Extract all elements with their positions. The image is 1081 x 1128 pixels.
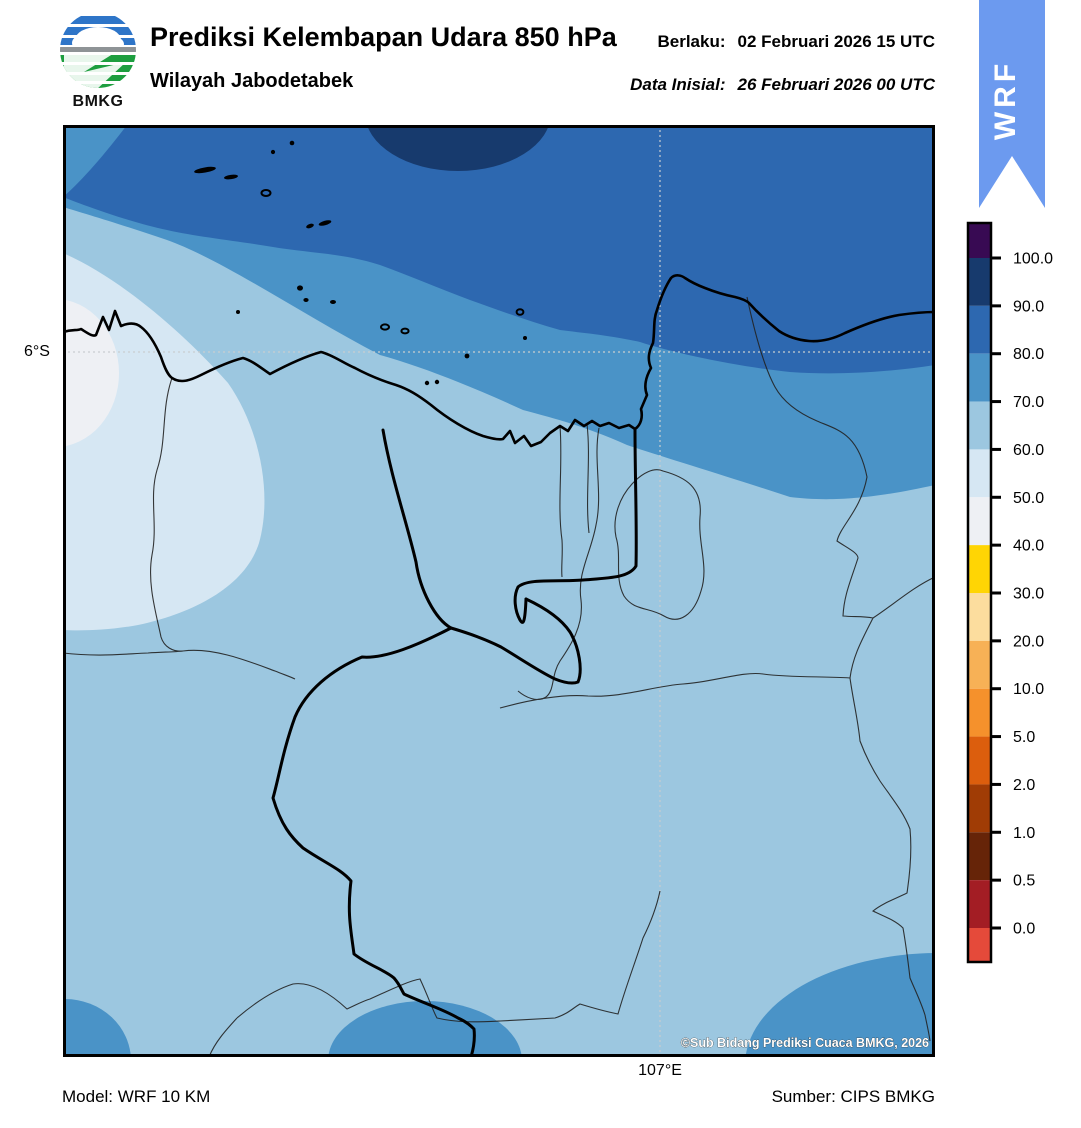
colorbar-segment	[968, 880, 991, 928]
colorbar-tick-label: 0.0	[1013, 921, 1035, 938]
colorbar-tick-label: 20.0	[1013, 633, 1044, 650]
page-subtitle: Wilayah Jabodetabek	[150, 70, 354, 92]
initial-time-label: Data Inisial:	[630, 75, 726, 94]
colorbar-tick-label: 5.0	[1013, 729, 1035, 746]
lon-tick-label: 107°E	[638, 1062, 682, 1079]
colorbar-tick-label: 1.0	[1013, 825, 1035, 842]
colorbar-segment	[968, 688, 991, 737]
map-frame	[63, 125, 935, 1057]
bmkg-logo-text: BMKG	[72, 93, 124, 110]
humidity-band-80-90	[63, 125, 935, 374]
colorbar-segment	[968, 832, 991, 881]
page-title: Prediksi Kelembapan Udara 850 hPa	[150, 22, 617, 52]
colorbar-segment	[968, 258, 991, 306]
colorbar-tick-label: 60.0	[1013, 442, 1044, 459]
bmkg-logo: BMKG	[53, 10, 143, 111]
colorbar-segment	[968, 305, 991, 354]
wrf-ribbon-label: WRF	[989, 60, 1022, 140]
colorbar-segment	[968, 736, 991, 785]
colorbar-tick-label: 2.0	[1013, 777, 1035, 794]
initial-time-value: 26 Februari 2026 00 UTC	[737, 75, 935, 94]
colorbar-tick-label: 40.0	[1013, 538, 1044, 555]
province-borders	[271, 428, 638, 1057]
colorbar-segment	[968, 497, 991, 546]
wrf-ribbon: WRF	[979, 0, 1045, 208]
colorbar-tick-label: 80.0	[1013, 346, 1044, 363]
islands	[194, 140, 527, 386]
model-label: Model: WRF 10 KM	[62, 1087, 211, 1106]
copyright-note: ©Sub Bidang Prediksi Cuaca BMKG, 2026	[681, 1036, 929, 1050]
colorbar-tick-label: 100.0	[1013, 251, 1053, 268]
valid-time-label: Berlaku:	[657, 32, 726, 51]
colorbar-segment	[968, 449, 991, 498]
colorbar-tick-label: 10.0	[1013, 681, 1044, 698]
initial-time: Data Inisial: 26 Februari 2026 00 UTC	[630, 75, 935, 95]
colorbar-segment	[968, 928, 991, 962]
valid-time: Berlaku: 02 Februari 2026 15 UTC	[657, 32, 935, 52]
humidity-band-40-50	[63, 299, 119, 447]
colorbar: 100.0 90.0 80.0 70.0 60.0 50.0 40.0 30.0 20.0 10.…	[966, 221, 1053, 964]
colorbar-tick-label: 70.0	[1013, 394, 1044, 411]
wrf-ribbon-shape	[979, 0, 1045, 208]
bmkg-logo-icon	[60, 12, 136, 88]
source-label: Sumber: CIPS BMKG	[771, 1087, 935, 1106]
colorbar-tick-label: 30.0	[1013, 586, 1044, 603]
colorbar-segment	[968, 223, 991, 258]
colorbar-segment	[968, 401, 991, 450]
colorbar-segment	[968, 545, 991, 593]
humidity-band-70-80-sw	[63, 999, 131, 1057]
humidity-band-70-80-corner	[63, 125, 127, 197]
humidity-band-90-100	[367, 125, 549, 171]
colorbar-segment	[968, 640, 991, 689]
humidity-band-70-80-se	[745, 953, 935, 1057]
humidity-map: ©Sub Bidang Prediksi Cuaca BMKG, 2026	[63, 125, 935, 1057]
coastline	[63, 274, 935, 448]
colorbar-segment	[968, 353, 991, 402]
colorbar-tick-label: 0.5	[1013, 873, 1035, 890]
colorbar-tick-label: 90.0	[1013, 298, 1044, 315]
colorbar-segment	[968, 593, 991, 641]
colorbar-frame	[966, 221, 993, 964]
valid-time-value: 02 Februari 2026 15 UTC	[737, 32, 935, 51]
colorbar-segment	[968, 784, 991, 833]
colorbar-tick-label: 50.0	[1013, 490, 1044, 507]
lat-tick-label: 6°S	[24, 343, 50, 360]
